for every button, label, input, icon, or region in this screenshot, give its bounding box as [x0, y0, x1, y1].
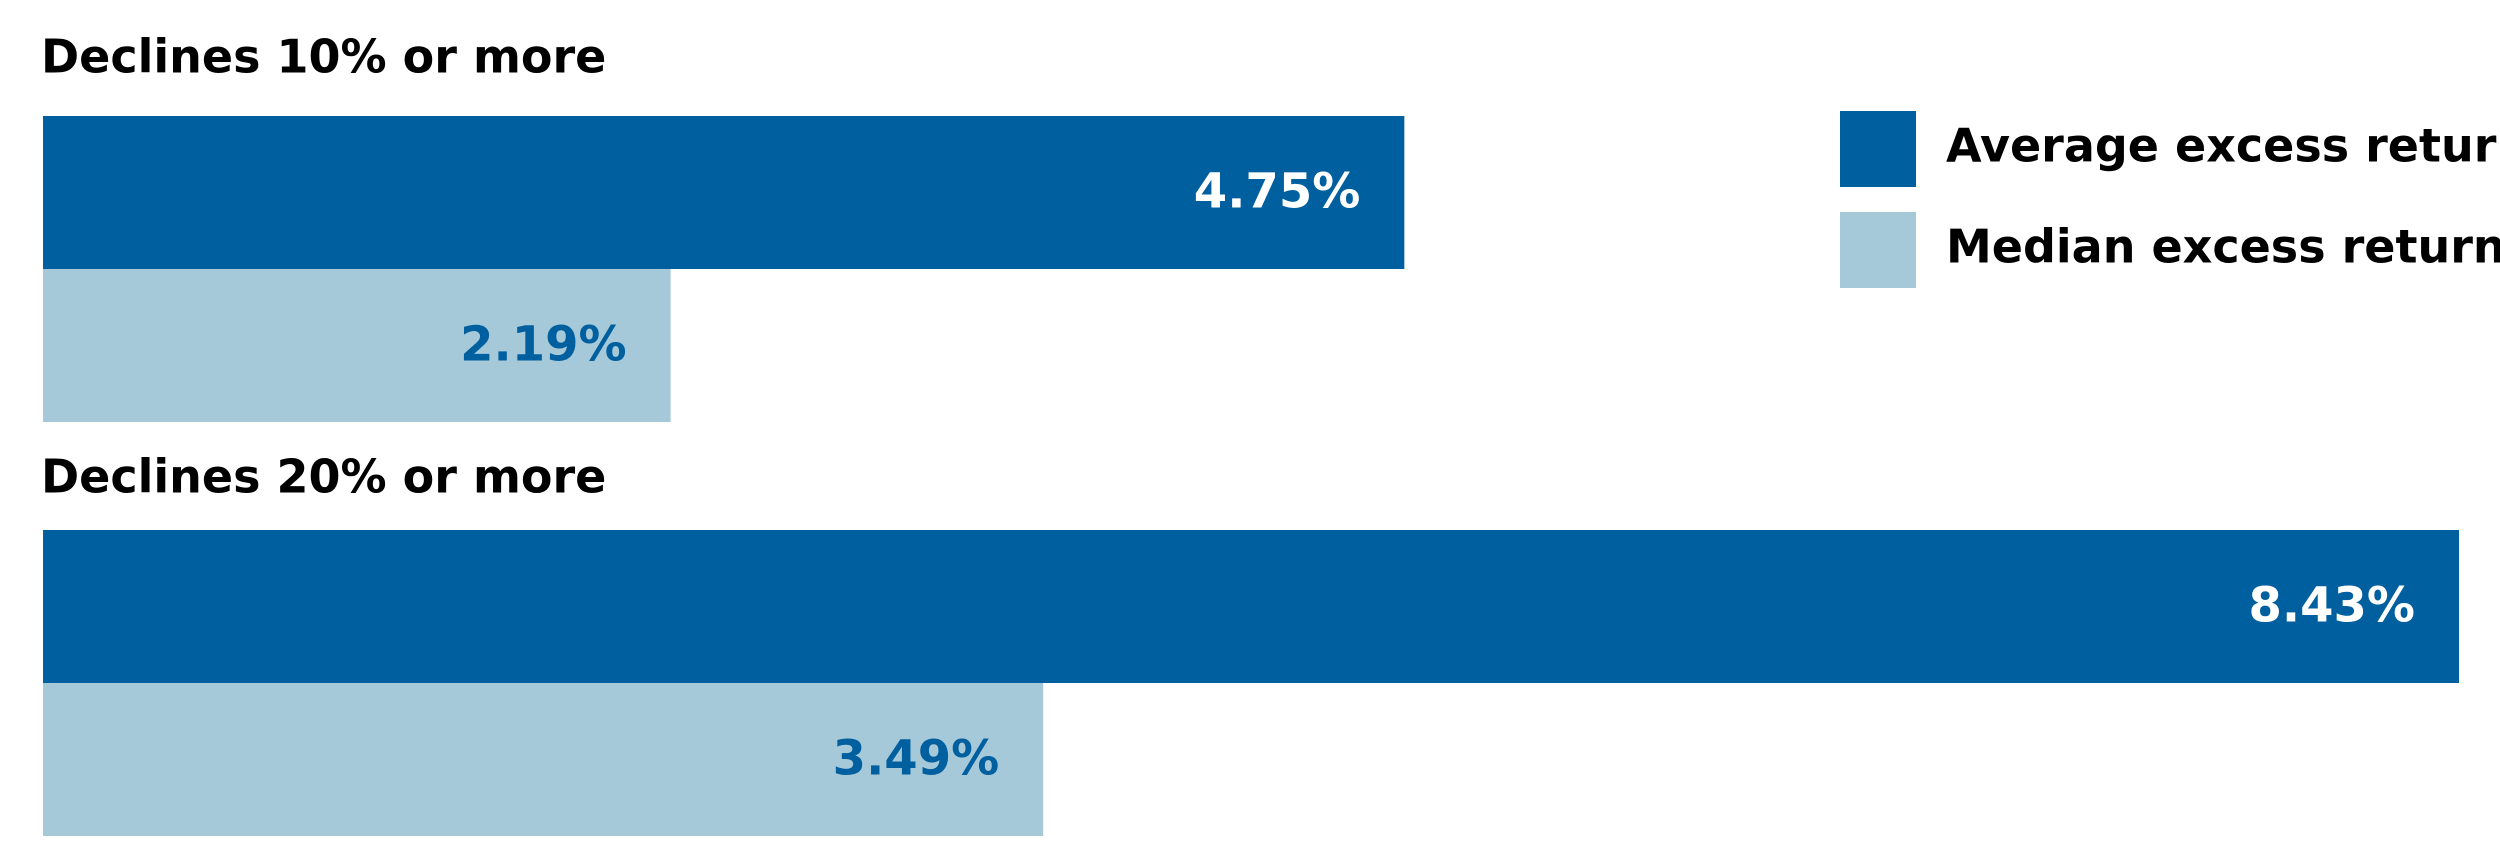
legend-label: Median excess return: [1946, 220, 2500, 274]
bar: [43, 269, 671, 422]
value-label: 4.75%: [1194, 164, 1361, 220]
value-label: 3.49%: [833, 731, 1000, 787]
bar: [43, 530, 2459, 683]
legend-label: Average excess return: [1946, 119, 2500, 173]
value-label: 2.19%: [460, 317, 627, 373]
legend-swatch: [1840, 212, 1916, 288]
bar: [43, 116, 1405, 269]
category-label: Declines 20% or more: [41, 450, 606, 504]
value-label: 8.43%: [2248, 578, 2415, 634]
category-label: Declines 10% or more: [41, 30, 606, 84]
bar: [43, 683, 1044, 836]
legend-swatch: [1840, 111, 1916, 187]
